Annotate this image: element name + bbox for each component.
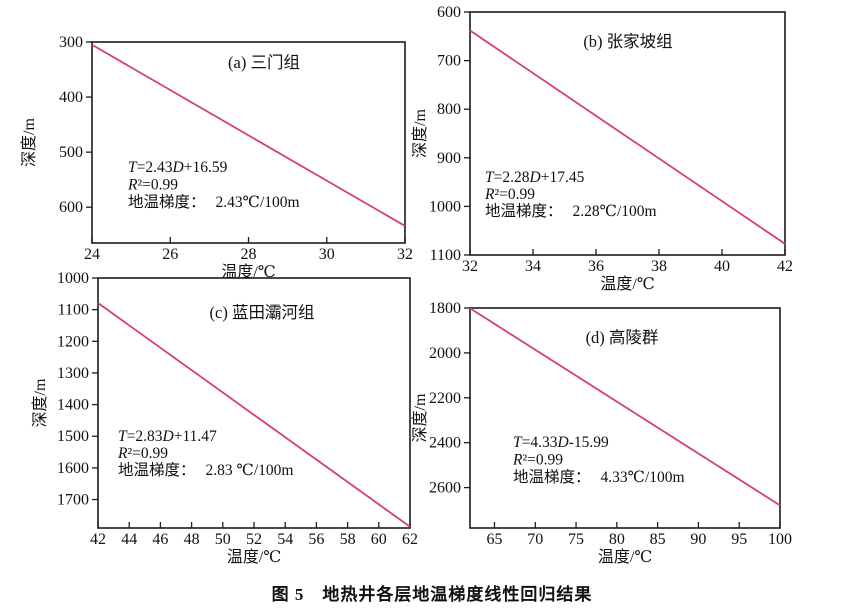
x-tick-label: 42 xyxy=(777,258,793,275)
y-tick-label: 1800 xyxy=(429,300,461,317)
y-tick-label: 2400 xyxy=(429,435,461,452)
regression-line xyxy=(91,43,406,227)
y-tick-label: 2200 xyxy=(429,390,461,407)
panel-title: (c) 蓝田灞河组 xyxy=(210,303,315,322)
plot-frame xyxy=(469,307,781,529)
x-tick-label: 50 xyxy=(215,531,231,548)
y-tick-label: 1400 xyxy=(57,397,89,414)
panel-title: (a) 三门组 xyxy=(228,53,300,72)
y-tick-label: 1100 xyxy=(58,302,89,319)
y-axis-title: 深度/m xyxy=(411,109,429,158)
x-axis-title: 温度/℃ xyxy=(598,548,652,566)
chart-panel-d: 65 70 75 80 85 90 95 100 1800 2000 2200 2400 2600 温度/… xyxy=(411,300,792,566)
x-tick-label: 34 xyxy=(525,258,541,275)
y-tick-label: 1600 xyxy=(57,460,89,477)
x-tick-label: 46 xyxy=(152,531,168,548)
x-tick-label: 52 xyxy=(246,531,262,548)
x-axis-title: 温度/℃ xyxy=(221,263,275,281)
x-tick-label: 40 xyxy=(714,258,730,275)
y-tick-label: 600 xyxy=(59,199,83,216)
y-tick-label: 800 xyxy=(437,101,461,118)
x-tick-label: 85 xyxy=(650,531,666,548)
x-tick-label: 42 xyxy=(90,531,106,548)
panel-title: (d) 高陵群 xyxy=(586,328,659,347)
x-tick-label: 95 xyxy=(731,531,747,548)
x-tick-label: 44 xyxy=(121,531,137,548)
equation-label: T=2.83D+11.47 xyxy=(118,428,217,445)
x-axis-title: 温度/℃ xyxy=(600,275,654,293)
y-tick-label: 600 xyxy=(437,4,461,21)
r-squared-label: R²=0.99 xyxy=(484,186,535,203)
x-tick-label: 100 xyxy=(768,531,792,548)
r-squared-label: R²=0.99 xyxy=(512,452,563,469)
equation-label: T=2.28D+17.45 xyxy=(485,169,585,186)
x-tick-label: 38 xyxy=(651,258,667,275)
chart-panel-a: 24 26 28 30 32 300 400 500 600 温度/℃ 深度/m (a) 三门组 T=2… xyxy=(20,34,413,281)
chart-panel-b: 32 34 36 38 40 42 600 700 800 900 1000 1100 温度/℃ 深度/m… xyxy=(411,4,793,293)
y-tick-label: 1000 xyxy=(57,270,89,287)
plot-frame xyxy=(469,11,786,256)
x-tick-label: 56 xyxy=(308,531,324,548)
y-axis-title: 深度/m xyxy=(20,118,38,167)
x-tick-label: 70 xyxy=(527,531,543,548)
x-tick-label: 28 xyxy=(241,246,257,263)
regression-line xyxy=(97,302,411,528)
panel-title: (b) 张家坡组 xyxy=(583,32,672,51)
gradient-label: 地温梯度： 2.83 ℃/100m xyxy=(118,461,293,479)
x-tick-label: 32 xyxy=(397,246,413,263)
x-tick-label: 60 xyxy=(371,531,387,548)
y-tick-label: 2600 xyxy=(429,480,461,497)
x-tick-label: 75 xyxy=(568,531,584,548)
y-tick-label: 700 xyxy=(437,53,461,70)
x-tick-label: 36 xyxy=(588,258,604,275)
y-tick-label: 400 xyxy=(59,89,83,106)
y-axis-title: 深度/m xyxy=(31,378,49,427)
y-tick-label: 1000 xyxy=(429,198,461,215)
x-tick-label: 24 xyxy=(84,246,100,263)
gradient-label: 地温梯度： 4.33℃/100m xyxy=(513,468,685,486)
y-tick-label: 1500 xyxy=(57,428,89,445)
x-tick-label: 30 xyxy=(319,246,335,263)
x-tick-label: 32 xyxy=(462,258,478,275)
r-squared-label: R²=0.99 xyxy=(127,177,178,194)
y-tick-label: 1100 xyxy=(430,247,461,264)
x-tick-label: 54 xyxy=(277,531,293,548)
gradient-label: 地温梯度： 2.28℃/100m xyxy=(485,202,657,220)
regression-line xyxy=(469,307,781,507)
y-tick-label: 300 xyxy=(59,34,83,51)
y-axis-title: 深度/m xyxy=(411,393,429,442)
x-axis-title: 温度/℃ xyxy=(227,548,281,566)
x-tick-label: 26 xyxy=(162,246,178,263)
x-tick-label: 65 xyxy=(486,531,502,548)
y-tick-label: 500 xyxy=(59,144,83,161)
regression-line xyxy=(469,29,786,245)
x-tick-label: 58 xyxy=(340,531,356,548)
y-tick-label: 1700 xyxy=(57,492,89,509)
gradient-label: 地温梯度： 2.43℃/100m xyxy=(128,193,300,211)
y-tick-label: 1200 xyxy=(57,333,89,350)
x-tick-label: 48 xyxy=(184,531,200,548)
x-tick-label: 80 xyxy=(609,531,625,548)
r-squared-label: R²=0.99 xyxy=(117,445,168,462)
y-tick-label: 900 xyxy=(437,150,461,167)
equation-label: T=2.43D+16.59 xyxy=(128,159,228,176)
figure-caption: 图 5 地热井各层地温梯度线性回归结果 xyxy=(271,585,593,604)
equation-label: T=4.33D-15.99 xyxy=(513,434,609,451)
chart-panel-c: 42 44 46 48 50 52 54 56 58 60 62 1000 1100 1200 1300 14… xyxy=(31,270,418,566)
x-tick-label: 90 xyxy=(690,531,706,548)
x-tick-label: 62 xyxy=(402,531,418,548)
y-tick-label: 1300 xyxy=(57,365,89,382)
y-tick-label: 2000 xyxy=(429,345,461,362)
